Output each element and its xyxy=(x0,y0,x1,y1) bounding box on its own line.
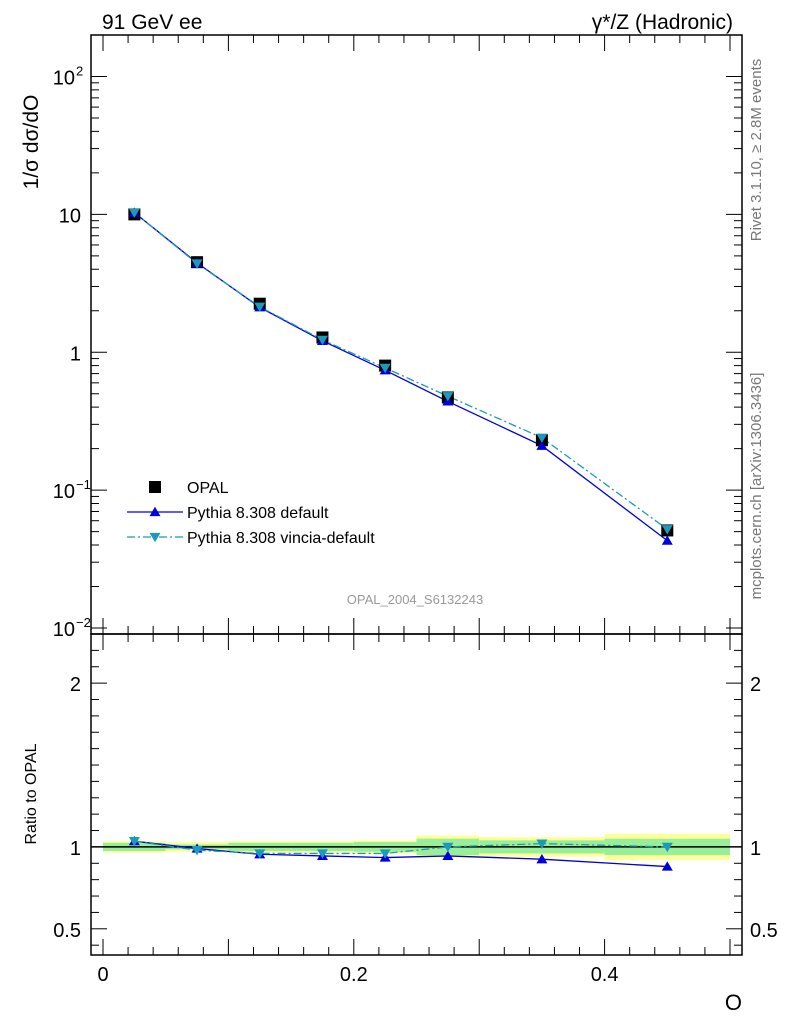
ratio-ytick-label-right: 1 xyxy=(750,838,761,860)
analysis-id: OPAL_2004_S6132243 xyxy=(347,592,483,607)
series-line-vincia xyxy=(133,212,668,530)
x-tick-label: 0.4 xyxy=(591,964,619,986)
data-point-vincia xyxy=(379,363,391,374)
legend-label-data: OPAL xyxy=(187,480,229,497)
data-point-vincia xyxy=(254,302,266,312)
x-tick-label: 0 xyxy=(97,964,108,986)
ratio-line-default xyxy=(134,840,668,868)
legend: OPAL Pythia 8.308 default Pythia 8.308 vin… xyxy=(127,480,375,547)
ratio-point-vincia xyxy=(661,842,673,853)
ratio-point-vincia xyxy=(442,842,454,853)
ratio-line-vincia xyxy=(134,840,668,855)
data-point-vincia xyxy=(191,259,203,269)
data-point-vincia xyxy=(442,392,454,402)
x-axis-label: O xyxy=(725,990,742,1015)
main-ytick-label: 10 xyxy=(53,481,75,503)
ratio-ytick-label-right: 2 xyxy=(750,674,761,696)
ratio-point-vincia xyxy=(316,849,328,859)
ratio-frame xyxy=(90,633,743,956)
main-ytick-exponent: −1 xyxy=(76,477,91,492)
rivet-label: Rivet 3.1.10, ≥ 2.8M events xyxy=(748,59,765,242)
ratio-series-lines xyxy=(128,835,673,871)
data-point-vincia xyxy=(536,433,548,443)
ratio-ytick-label: 1 xyxy=(70,838,81,860)
main-ylabel: 1/σ dσ/dO xyxy=(20,95,43,190)
main-ytick-exponent: 2 xyxy=(76,64,83,79)
ratio-ytick-label-right: 0.5 xyxy=(750,920,778,942)
data-point-default xyxy=(661,535,673,545)
ratio-ylabel: Ratio to OPAL xyxy=(23,743,40,844)
ratio-point-default xyxy=(661,861,673,871)
main-ytick-label: 10 xyxy=(53,619,75,641)
legend-marker-opal xyxy=(149,481,161,493)
data-point-vincia xyxy=(661,525,673,535)
ratio-ytick-label: 0.5 xyxy=(53,920,81,942)
legend-label-vincia: Pythia 8.308 vincia-default xyxy=(187,530,375,547)
header-left: 91 GeV ee xyxy=(102,11,202,34)
main-ytick-exponent: −2 xyxy=(76,615,91,630)
series-line-default xyxy=(133,212,668,542)
data-point-vincia xyxy=(128,208,140,218)
data-point-vincia xyxy=(316,335,328,346)
mcplots-label: mcplots.cern.ch [arXiv:1306.3436] xyxy=(748,373,765,600)
main-series-lines xyxy=(128,207,674,545)
ratio-ytick-label: 2 xyxy=(70,674,81,696)
axes-frames xyxy=(90,34,743,956)
ratio-point-vincia xyxy=(254,849,266,859)
ratio-point-vincia xyxy=(379,849,391,859)
ratio-point-vincia xyxy=(536,839,548,849)
main-ytick-label: 10 xyxy=(59,205,81,227)
legend-marker-vincia xyxy=(149,532,161,543)
data-point-default xyxy=(536,440,548,450)
header-right: γ*/Z (Hadronic) xyxy=(592,11,733,34)
x-tick-label: 0.2 xyxy=(340,964,368,986)
ratio-point-default xyxy=(442,850,454,861)
ratio-point-vincia xyxy=(128,837,140,847)
main-ytick-label: 10 xyxy=(53,68,75,90)
legend-label-default: Pythia 8.308 default xyxy=(187,505,329,522)
main-ytick-label: 1 xyxy=(70,343,81,365)
legend-marker-default xyxy=(149,506,161,517)
ratio-point-default xyxy=(536,853,548,864)
ratio-point-vincia xyxy=(191,846,203,856)
